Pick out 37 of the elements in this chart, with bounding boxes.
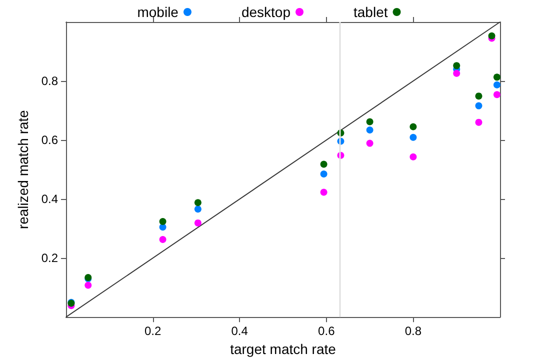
y-tick-label: 0.8 — [41, 74, 58, 88]
point — [410, 134, 417, 141]
point — [366, 118, 374, 126]
point — [493, 81, 500, 88]
point — [159, 218, 166, 225]
legend-label: desktop — [241, 4, 291, 20]
point — [475, 102, 482, 110]
y-tick-label: 0.6 — [41, 133, 58, 148]
point — [194, 199, 202, 206]
point — [194, 219, 202, 226]
point — [159, 236, 166, 243]
x-tick-label: 0.6 — [318, 324, 336, 338]
legend-label: mobile — [137, 4, 179, 20]
point — [488, 32, 496, 40]
y-axis-title: realized match rate — [15, 110, 31, 230]
point — [475, 92, 482, 100]
x-tick-label: 0.2 — [144, 324, 162, 338]
point — [366, 126, 374, 134]
point — [410, 123, 417, 130]
x-tick-label: 0.4 — [231, 324, 248, 338]
x-tick-label: 0.8 — [404, 324, 422, 338]
point — [84, 282, 92, 289]
point — [475, 118, 482, 126]
x-axis-title: target match rate — [230, 341, 336, 357]
point — [493, 74, 500, 81]
point — [366, 140, 374, 147]
point — [453, 70, 460, 77]
point — [194, 206, 202, 213]
y-tick-label: 0.4 — [41, 192, 58, 206]
point — [410, 153, 417, 160]
legend-label: tablet — [354, 4, 388, 20]
point — [320, 188, 328, 196]
point — [320, 170, 328, 178]
y-tick-label: 0.2 — [41, 251, 58, 266]
point — [453, 62, 460, 70]
point — [493, 91, 500, 98]
point — [320, 160, 328, 168]
